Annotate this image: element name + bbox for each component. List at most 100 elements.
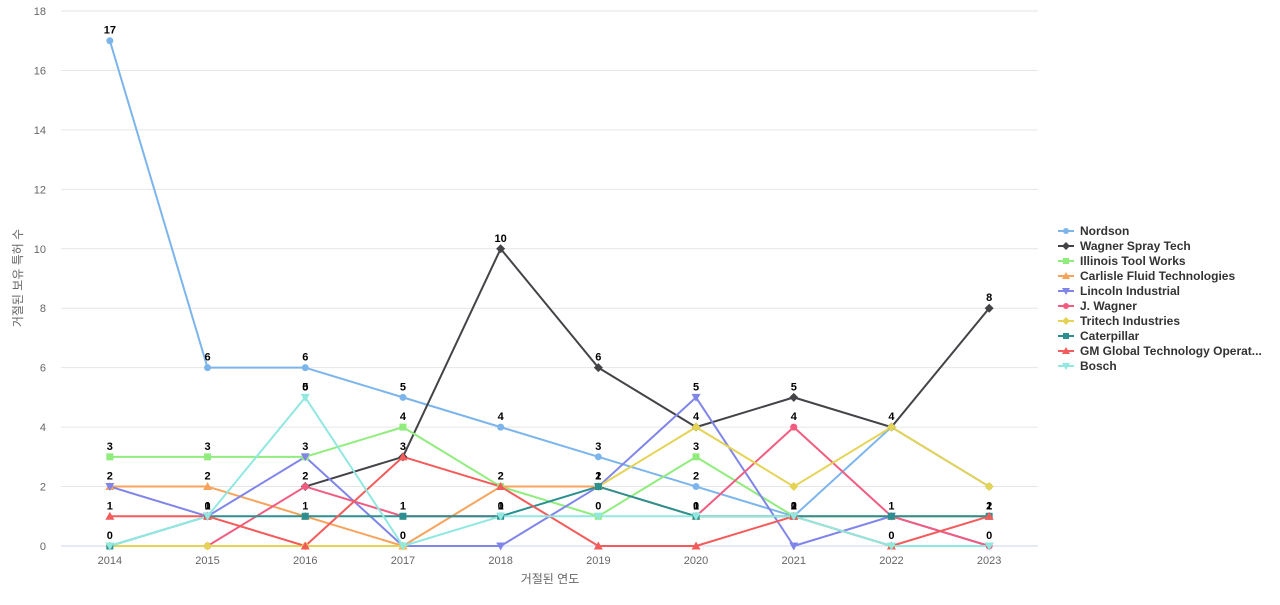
data-label: 0 [791, 500, 797, 512]
data-point[interactable] [398, 542, 408, 551]
data-point[interactable] [204, 453, 212, 461]
data-label: 0 [693, 500, 699, 512]
legend-item[interactable]: Tritech Industries [1058, 313, 1280, 328]
data-point[interactable] [886, 422, 896, 432]
y-tick-label: 4 [40, 422, 46, 434]
data-point[interactable] [789, 482, 799, 492]
data-point[interactable] [691, 512, 701, 521]
data-point[interactable] [300, 453, 310, 462]
data-point[interactable] [984, 482, 994, 492]
data-point[interactable] [593, 512, 603, 521]
legend-marker-icon[interactable] [1063, 257, 1069, 264]
data-point[interactable] [106, 37, 114, 45]
data-point[interactable] [790, 423, 798, 431]
data-point[interactable] [497, 423, 505, 431]
data-label: 0 [986, 530, 992, 542]
data-label: 2 [986, 500, 992, 512]
data-label: 1 [595, 471, 601, 483]
data-point[interactable] [106, 453, 114, 461]
data-label: 4 [693, 411, 700, 423]
legend-marker-icon[interactable] [1062, 271, 1070, 279]
data-label: 0 [302, 381, 308, 393]
data-label: 0 [498, 500, 504, 512]
legend-item[interactable]: Illinois Tool Works [1058, 253, 1280, 268]
legend-item[interactable]: Carlisle Fluid Technologies [1058, 268, 1280, 283]
legend-item[interactable]: Caterpillar [1058, 328, 1280, 343]
data-point[interactable] [594, 453, 602, 461]
legend-marker-icon[interactable] [1062, 316, 1070, 325]
data-point[interactable] [691, 541, 701, 550]
data-point[interactable] [691, 422, 701, 432]
data-point[interactable] [789, 392, 799, 402]
data-point[interactable] [496, 244, 506, 254]
data-point[interactable] [300, 393, 310, 402]
data-point[interactable] [204, 364, 212, 372]
data-label: 0 [107, 530, 113, 542]
data-point[interactable] [594, 483, 602, 491]
legend-item[interactable]: Lincoln Industrial [1058, 283, 1280, 298]
data-point[interactable] [887, 512, 895, 520]
data-point[interactable] [789, 542, 799, 551]
data-point[interactable] [203, 541, 213, 551]
data-point[interactable] [692, 483, 700, 491]
legend-label: Nordson [1080, 223, 1130, 238]
legend-item[interactable]: GM Global Technology Operat... [1058, 343, 1280, 358]
legend-item[interactable]: Nordson [1058, 223, 1280, 238]
legend-marker-icon[interactable] [1063, 227, 1069, 234]
legend-marker-icon[interactable] [1063, 302, 1069, 309]
data-point[interactable] [691, 393, 701, 402]
data-point[interactable] [496, 512, 506, 521]
data-point[interactable] [203, 512, 213, 521]
legend-item[interactable]: J. Wagner [1058, 298, 1280, 313]
y-tick-label: 6 [40, 363, 46, 375]
legend-label: Wagner Spray Tech [1080, 238, 1191, 253]
legend-item[interactable]: Bosch [1058, 358, 1280, 373]
data-point[interactable] [789, 512, 799, 521]
data-point[interactable] [496, 542, 506, 551]
data-point[interactable] [301, 483, 309, 491]
legend-marker-icon[interactable] [1062, 287, 1070, 295]
y-tick-label: 18 [34, 6, 46, 18]
x-tick-label: 2023 [977, 555, 1001, 567]
series-line-0 [108, 40, 990, 518]
data-label: 10 [495, 233, 507, 245]
legend-label: Bosch [1080, 358, 1117, 373]
data-point[interactable] [593, 541, 603, 550]
data-point[interactable] [886, 542, 896, 551]
legend-label: J. Wagner [1080, 298, 1137, 313]
data-point[interactable] [301, 364, 309, 372]
data-point[interactable] [984, 511, 994, 520]
data-point[interactable] [300, 541, 310, 550]
data-point[interactable] [593, 363, 603, 373]
legend-marker-icon[interactable] [1062, 346, 1070, 354]
data-point[interactable] [692, 453, 700, 461]
data-label: 3 [595, 441, 601, 453]
data-point[interactable] [105, 511, 115, 520]
x-tick-label: 2021 [782, 555, 806, 567]
legend-marker-icon[interactable] [1062, 362, 1070, 370]
legend-marker-icon[interactable] [1062, 241, 1070, 250]
chart-legend: Nordson Wagner Spray Tech Illinois Tool Wo… [1058, 223, 1280, 373]
data-point[interactable] [496, 482, 506, 491]
data-label: 3 [302, 441, 308, 453]
data-point[interactable] [984, 542, 994, 551]
data-point[interactable] [984, 303, 994, 313]
data-point[interactable] [105, 483, 115, 492]
legend-swatch-icon [1058, 346, 1074, 354]
x-tick-label: 2020 [684, 555, 708, 567]
legend-swatch-icon [1058, 332, 1074, 339]
data-label: 5 [693, 381, 699, 393]
data-label: 5 [302, 381, 308, 393]
data-point[interactable] [399, 512, 407, 520]
data-point[interactable] [399, 423, 407, 431]
legend-item[interactable]: Wagner Spray Tech [1058, 238, 1280, 253]
data-label: 3 [400, 441, 406, 453]
data-point[interactable] [301, 512, 309, 520]
data-point[interactable] [398, 452, 408, 461]
legend-swatch-icon [1058, 241, 1074, 250]
data-point[interactable] [105, 542, 115, 551]
data-point[interactable] [399, 393, 407, 401]
data-point[interactable] [203, 482, 213, 491]
legend-marker-icon[interactable] [1063, 332, 1069, 339]
